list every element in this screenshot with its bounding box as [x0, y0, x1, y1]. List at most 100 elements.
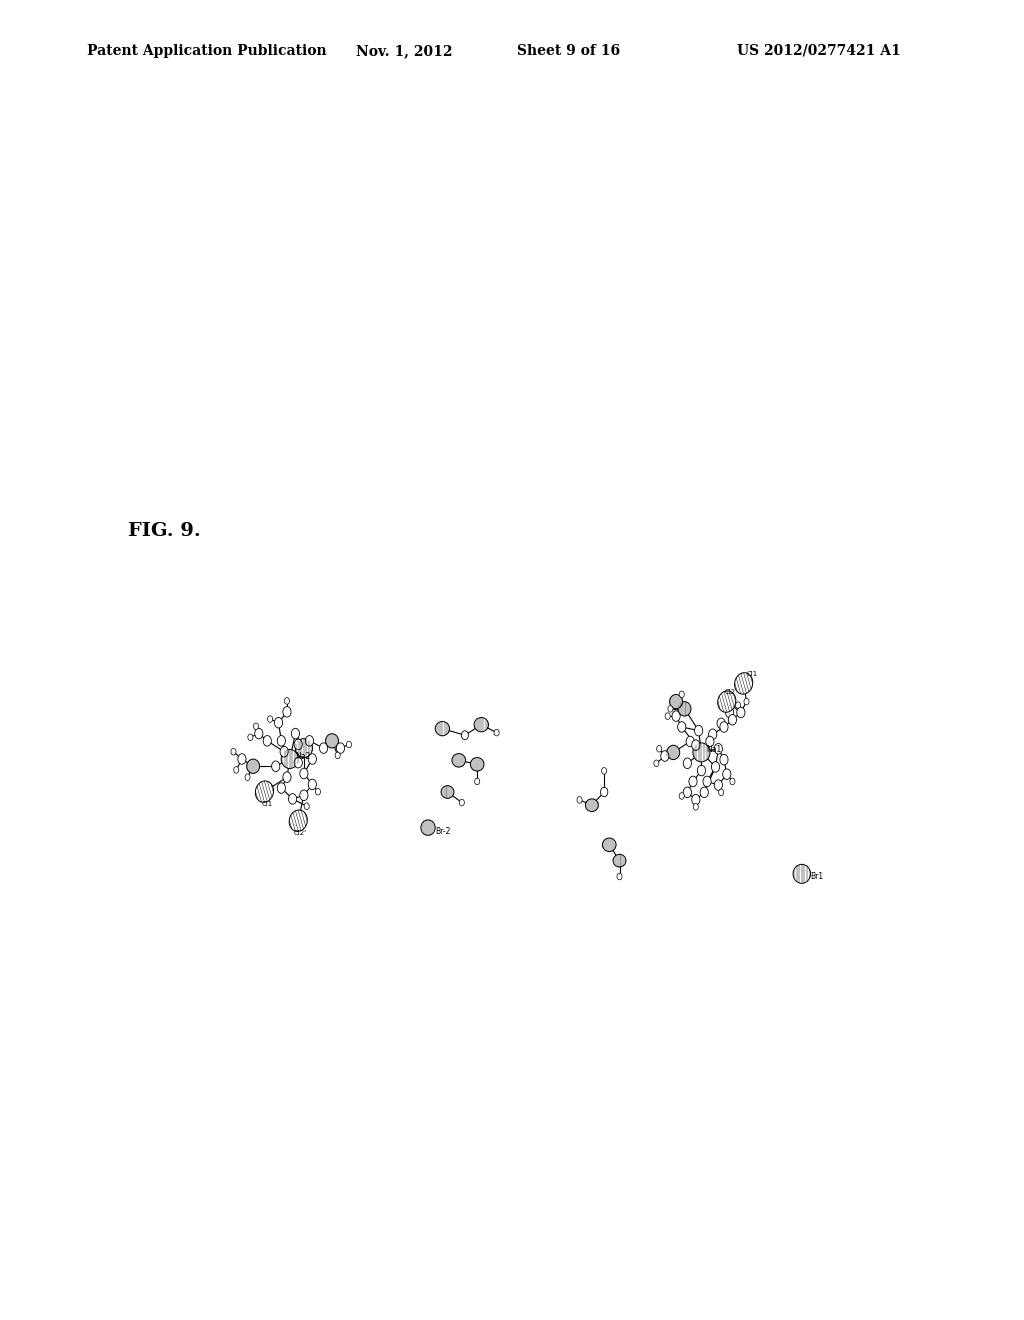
Circle shape: [717, 718, 725, 729]
Ellipse shape: [247, 759, 260, 774]
Circle shape: [305, 735, 313, 746]
Text: Na2: Na2: [295, 752, 310, 760]
Ellipse shape: [693, 743, 710, 762]
Circle shape: [578, 796, 582, 803]
Ellipse shape: [282, 750, 298, 768]
Text: Nov. 1, 2012: Nov. 1, 2012: [356, 44, 453, 58]
Circle shape: [715, 743, 723, 754]
Circle shape: [656, 746, 662, 752]
Text: FIG. 9.: FIG. 9.: [128, 521, 201, 540]
Circle shape: [683, 758, 691, 768]
Circle shape: [660, 751, 669, 762]
Circle shape: [346, 742, 351, 747]
Ellipse shape: [289, 810, 307, 832]
Circle shape: [735, 702, 740, 709]
Ellipse shape: [678, 702, 691, 715]
Circle shape: [737, 708, 745, 718]
Circle shape: [692, 739, 700, 750]
Text: Br1: Br1: [810, 873, 823, 880]
Circle shape: [683, 787, 691, 797]
Text: Patent Application Publication: Patent Application Publication: [87, 44, 327, 58]
Circle shape: [283, 706, 291, 717]
Circle shape: [709, 729, 717, 739]
Circle shape: [692, 795, 700, 805]
Circle shape: [245, 774, 250, 780]
Ellipse shape: [670, 694, 683, 709]
Circle shape: [600, 787, 608, 797]
Circle shape: [263, 735, 271, 746]
Text: Cl2': Cl2': [294, 830, 307, 836]
Circle shape: [668, 706, 673, 713]
Text: Sheet 9 of 16: Sheet 9 of 16: [517, 44, 620, 58]
Circle shape: [294, 739, 302, 750]
Circle shape: [319, 743, 328, 754]
Circle shape: [654, 760, 659, 767]
Ellipse shape: [718, 690, 736, 713]
Circle shape: [475, 779, 479, 784]
Circle shape: [715, 780, 723, 791]
Circle shape: [278, 735, 286, 746]
Circle shape: [315, 788, 321, 795]
Circle shape: [278, 783, 286, 793]
Circle shape: [230, 748, 236, 755]
Circle shape: [702, 776, 712, 787]
Circle shape: [336, 743, 344, 754]
Circle shape: [672, 710, 680, 721]
Circle shape: [666, 713, 670, 719]
Text: Cl1: Cl1: [261, 801, 272, 807]
Circle shape: [679, 692, 684, 697]
Ellipse shape: [441, 785, 454, 799]
Circle shape: [697, 766, 706, 776]
Circle shape: [730, 779, 735, 784]
Ellipse shape: [421, 820, 435, 836]
Circle shape: [300, 789, 308, 800]
Ellipse shape: [613, 854, 626, 867]
Ellipse shape: [255, 781, 273, 803]
Circle shape: [700, 787, 709, 797]
Circle shape: [706, 737, 714, 747]
Text: Br-2: Br-2: [435, 828, 451, 836]
Circle shape: [494, 729, 500, 737]
Circle shape: [289, 793, 297, 804]
Ellipse shape: [667, 746, 680, 759]
Circle shape: [248, 734, 253, 741]
Circle shape: [300, 768, 308, 779]
Ellipse shape: [295, 739, 312, 758]
Circle shape: [280, 747, 289, 758]
Circle shape: [308, 754, 316, 764]
Circle shape: [712, 762, 720, 772]
Text: Na1: Na1: [707, 746, 722, 754]
Ellipse shape: [326, 734, 339, 748]
Circle shape: [686, 737, 694, 747]
Circle shape: [308, 779, 316, 789]
Circle shape: [335, 752, 340, 759]
Circle shape: [728, 714, 736, 725]
Circle shape: [689, 776, 697, 787]
Circle shape: [271, 760, 280, 771]
Circle shape: [459, 799, 465, 805]
Circle shape: [283, 772, 291, 783]
Ellipse shape: [452, 754, 466, 767]
Circle shape: [255, 729, 263, 739]
Ellipse shape: [586, 799, 598, 812]
Circle shape: [678, 722, 686, 733]
Text: US 2012/0277421 A1: US 2012/0277421 A1: [737, 44, 901, 58]
Text: Cl1: Cl1: [746, 671, 758, 677]
Circle shape: [253, 723, 258, 730]
Ellipse shape: [734, 673, 753, 694]
Circle shape: [725, 708, 733, 718]
Circle shape: [744, 698, 750, 705]
Circle shape: [694, 726, 702, 737]
Ellipse shape: [474, 718, 488, 731]
Circle shape: [233, 767, 239, 774]
Circle shape: [304, 803, 309, 809]
Circle shape: [294, 758, 302, 768]
Circle shape: [723, 768, 731, 779]
Ellipse shape: [435, 722, 450, 735]
Text: Cl2: Cl2: [725, 689, 736, 694]
Circle shape: [679, 792, 684, 799]
Circle shape: [693, 804, 698, 810]
Circle shape: [720, 755, 728, 764]
Circle shape: [291, 729, 299, 739]
Circle shape: [274, 718, 283, 727]
